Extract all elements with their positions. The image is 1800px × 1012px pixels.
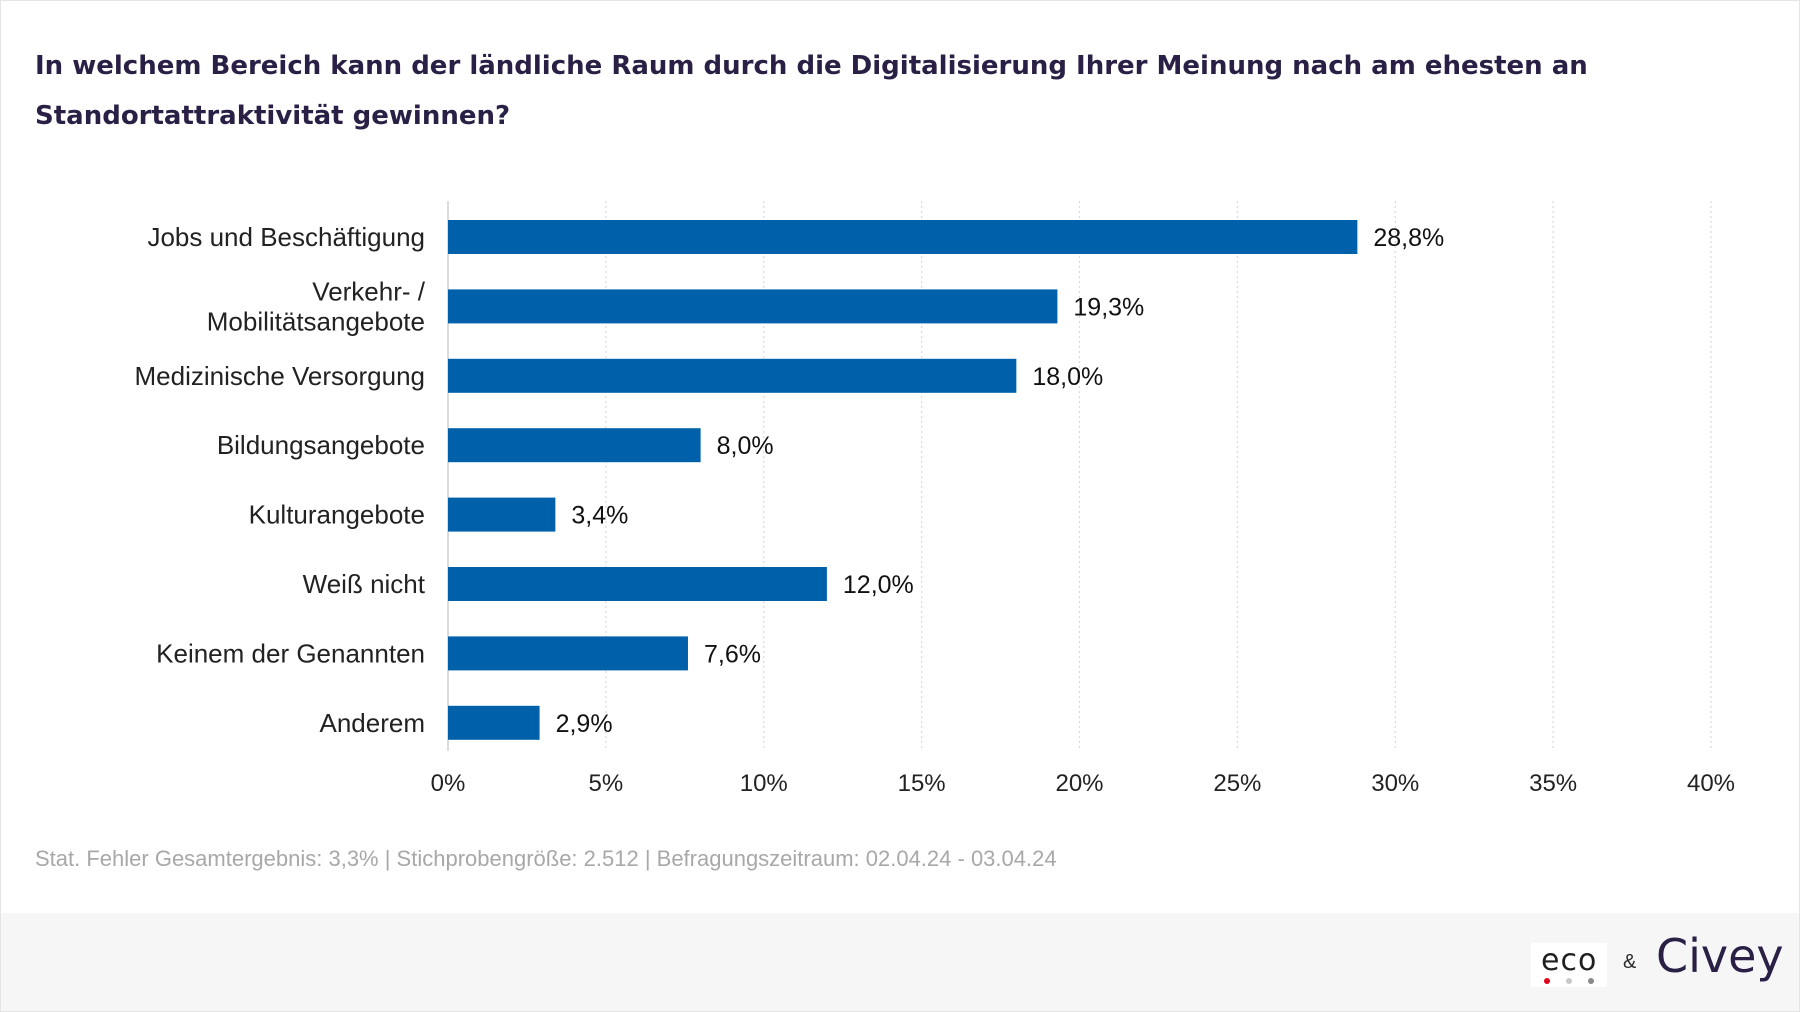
brand-footer: eco & Civey	[1, 913, 1799, 1011]
category-label: Verkehr- /	[312, 276, 425, 306]
category-label: Kulturangebote	[249, 500, 425, 530]
value-label: 19,3%	[1073, 293, 1144, 321]
x-tick-label: 20%	[1055, 770, 1103, 797]
eco-logo-dot	[1544, 978, 1550, 984]
chart-title: In welchem Bereich kann der ländliche Ra…	[35, 51, 1588, 131]
bar	[448, 567, 827, 601]
ampersand: &	[1623, 951, 1637, 973]
eco-logo-dot	[1588, 978, 1594, 984]
x-tick-label: 10%	[740, 770, 788, 797]
category-label: Medizinische Versorgung	[135, 361, 426, 391]
survey-footnote: Stat. Fehler Gesamtergebnis: 3,3% | Stic…	[35, 846, 1057, 871]
value-label: 28,8%	[1373, 224, 1444, 252]
category-label: Anderem	[320, 708, 426, 738]
eco-logo-dot	[1566, 978, 1572, 984]
bar	[448, 497, 556, 532]
bar	[448, 289, 1058, 324]
x-tick-label: 30%	[1371, 770, 1419, 797]
bar	[448, 428, 701, 463]
civey-logo: Civey	[1656, 929, 1784, 983]
value-label: 2,9%	[556, 710, 613, 738]
bar	[448, 636, 688, 671]
category-label: Keinem der Genannten	[156, 638, 425, 668]
value-label: 7,6%	[704, 640, 761, 668]
value-label: 3,4%	[571, 502, 628, 530]
eco-logo: eco	[1531, 943, 1607, 987]
x-tick-label: 40%	[1687, 770, 1735, 797]
category-label: Jobs und Beschäftigung	[147, 222, 425, 252]
value-label: 18,0%	[1032, 363, 1103, 391]
x-tick-label: 35%	[1529, 770, 1577, 797]
bar	[448, 705, 540, 740]
x-tick-label: 0%	[431, 770, 466, 797]
bar	[448, 220, 1358, 254]
x-tick-label: 25%	[1213, 770, 1261, 797]
x-tick-label: 5%	[589, 770, 624, 797]
value-label: 8,0%	[717, 432, 774, 460]
bar-chart: 0% 5% 10% 15% 20% 25% 30% 35% 40% 28,8% Jobs und B…	[135, 201, 1735, 797]
category-label: Mobilitätsangebote	[207, 306, 425, 336]
category-label: Weiß nicht	[303, 569, 426, 599]
category-label: Bildungsangebote	[217, 430, 425, 460]
eco-logo-text: eco	[1541, 943, 1598, 978]
bar	[448, 358, 1017, 393]
value-label: 12,0%	[843, 571, 914, 599]
x-tick-label: 15%	[898, 770, 946, 797]
